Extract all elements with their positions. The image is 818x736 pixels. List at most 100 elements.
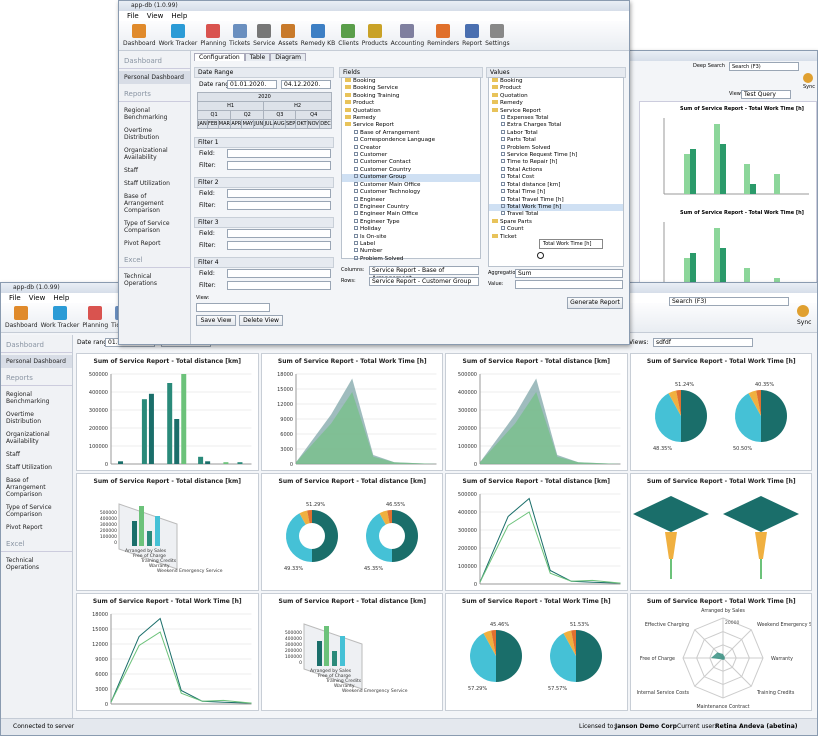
tree-node[interactable]: Booking Service	[342, 85, 480, 92]
sidebar-item[interactable]: Type of Service Comparison	[124, 220, 170, 234]
period-cell[interactable]: NOV	[306, 119, 321, 129]
period-cell[interactable]: DEC	[319, 119, 332, 129]
period-cell[interactable]: APR	[230, 119, 243, 129]
tree-node[interactable]: Ticket	[489, 233, 623, 241]
toolbar-button[interactable]: Service	[253, 24, 275, 47]
tree-node[interactable]: Total Cost	[489, 174, 623, 181]
period-cell[interactable]: 2020	[197, 92, 332, 102]
toolbar-button[interactable]: Dashboard	[123, 24, 156, 47]
date-from[interactable]: 01.01.2020.	[227, 80, 277, 89]
aggregation-box[interactable]: Sum	[515, 269, 623, 278]
tree-node[interactable]: Is On-site	[342, 233, 480, 241]
menu-item[interactable]: View	[28, 294, 46, 302]
tree-node[interactable]: Remedy	[489, 100, 623, 107]
tree-node[interactable]: Labor Total	[489, 129, 623, 137]
field-box[interactable]	[227, 149, 331, 158]
toolbar-button[interactable]: Tickets	[229, 24, 250, 47]
filter-box[interactable]	[227, 201, 331, 210]
value-box[interactable]	[515, 280, 623, 289]
toolbar-button[interactable]: Dashboard	[5, 306, 38, 329]
tree-node[interactable]: Problem Solved	[342, 255, 480, 263]
toolbar-button[interactable]: Assets	[278, 24, 298, 47]
period-cell[interactable]: FEB	[206, 119, 219, 129]
sidebar-item[interactable]: Organizational Availability	[124, 147, 168, 161]
toolbar-button[interactable]: Remedy KB	[301, 24, 335, 47]
toolbar-button[interactable]: Planning	[200, 24, 226, 47]
sidebar-item[interactable]: Organizational Availability	[6, 431, 50, 445]
sidebar-item[interactable]: Base of Arrangement Comparison	[124, 193, 164, 214]
tree-node[interactable]: Booking Training	[342, 92, 480, 100]
tree-node[interactable]: Total Time [h]	[489, 189, 623, 196]
tree-node[interactable]: Total Travel Time [h]	[489, 196, 623, 204]
sidebar-item[interactable]: Overtime Distribution	[6, 411, 42, 425]
tree-node[interactable]: Service Report	[489, 107, 623, 115]
tree-node[interactable]: Customer Main Office	[342, 181, 480, 189]
sidebar-item[interactable]: Base of Arrangement Comparison	[6, 477, 46, 498]
tree-node[interactable]: Time to Repair [h]	[489, 159, 623, 166]
tree-node[interactable]: Base of Arrangement	[342, 129, 480, 137]
sidebar-item[interactable]: Pivot Report	[124, 240, 161, 247]
sidebar-item[interactable]: Pivot Report	[6, 524, 43, 531]
period-cell[interactable]: AUG	[272, 119, 286, 129]
sidebar-item[interactable]: Overtime Distribution	[124, 127, 160, 141]
tree-node[interactable]: Extra Charges Total	[489, 122, 623, 129]
tree-node[interactable]: Booking	[489, 78, 623, 85]
toolbar-button[interactable]: Products	[362, 24, 388, 47]
toolbar-button[interactable]: Report	[462, 24, 482, 47]
period-cell[interactable]: H1	[196, 101, 265, 111]
field-box[interactable]	[227, 189, 331, 198]
field-box[interactable]	[227, 269, 331, 278]
tree-node[interactable]: Booking	[342, 78, 480, 85]
tree-node[interactable]: Travel Total	[489, 211, 623, 218]
period-cell[interactable]: MAY	[241, 119, 255, 129]
sidebar-item[interactable]: Regional Benchmarking	[124, 107, 168, 121]
tree-node[interactable]: Label	[342, 240, 480, 248]
delete-button[interactable]: Delete View	[239, 315, 283, 326]
tree-node[interactable]: Problem Solved	[489, 144, 623, 152]
period-cell[interactable]: Q3	[263, 110, 297, 120]
tree-node[interactable]: Spare Parts	[489, 218, 623, 226]
menu-item[interactable]: Help	[53, 294, 70, 302]
save-button[interactable]: Save View	[196, 315, 236, 326]
tree-node[interactable]: Engineer Main Office	[342, 211, 480, 218]
rows-box[interactable]: Service Report - Customer Group	[369, 277, 479, 286]
tree-node[interactable]: Parts Total	[489, 137, 623, 144]
period-cell[interactable]: SEP	[284, 119, 297, 129]
tree-node[interactable]: Service Report	[342, 122, 480, 129]
tree-node[interactable]: Creator	[342, 144, 480, 152]
tree-node[interactable]: Holiday	[342, 226, 480, 233]
sidebar-item[interactable]: Technical Operations	[6, 557, 39, 571]
sidebar-item[interactable]: Staff	[124, 167, 138, 174]
sidebar-item[interactable]: Technical Operations	[124, 273, 157, 287]
menu-item[interactable]: Help	[171, 12, 188, 20]
tree-node[interactable]: Customer Technology	[342, 189, 480, 196]
view-box[interactable]	[196, 303, 270, 312]
filter-box[interactable]	[227, 241, 331, 250]
toolbar-button[interactable]: Accounting	[391, 24, 424, 47]
generate-button[interactable]: Generate Report	[567, 297, 623, 309]
toolbar-button[interactable]: Clients	[338, 24, 359, 47]
tree-node[interactable]: Count	[489, 226, 623, 233]
tree-node[interactable]: Quotation	[342, 107, 480, 115]
filter-box[interactable]	[227, 161, 331, 170]
columns-box[interactable]: Service Report - Base of Arrangement	[369, 266, 479, 282]
sidebar-item[interactable]: Type of Service Comparison	[6, 504, 52, 518]
period-cell[interactable]: JAN	[197, 119, 208, 129]
period-cell[interactable]: Q2	[230, 110, 265, 120]
toolbar-button[interactable]: Work Tracker	[159, 24, 197, 47]
tree-node[interactable]: Engineer	[342, 196, 480, 204]
period-cell[interactable]: JUL	[263, 119, 274, 129]
tree-node[interactable]: Total Work Time [h]	[489, 203, 623, 212]
sidebar-item[interactable]: Staff Utilization	[124, 180, 170, 187]
toolbar-button[interactable]: Reminders	[427, 24, 459, 47]
tab[interactable]: Configuration	[194, 53, 245, 61]
tree-node[interactable]: Total Actions	[489, 166, 623, 174]
sidebar-item[interactable]: Staff Utilization	[6, 464, 52, 471]
tree-node[interactable]: Engineer Type	[342, 218, 480, 226]
filter-box[interactable]	[227, 281, 331, 290]
tab[interactable]: Diagram	[270, 53, 306, 61]
tree-node[interactable]: Number	[342, 248, 480, 255]
tree-node[interactable]: Customer Contact	[342, 159, 480, 166]
sidebar-item[interactable]: Personal Dashboard	[1, 355, 72, 368]
period-cell[interactable]: Q1	[196, 110, 232, 120]
